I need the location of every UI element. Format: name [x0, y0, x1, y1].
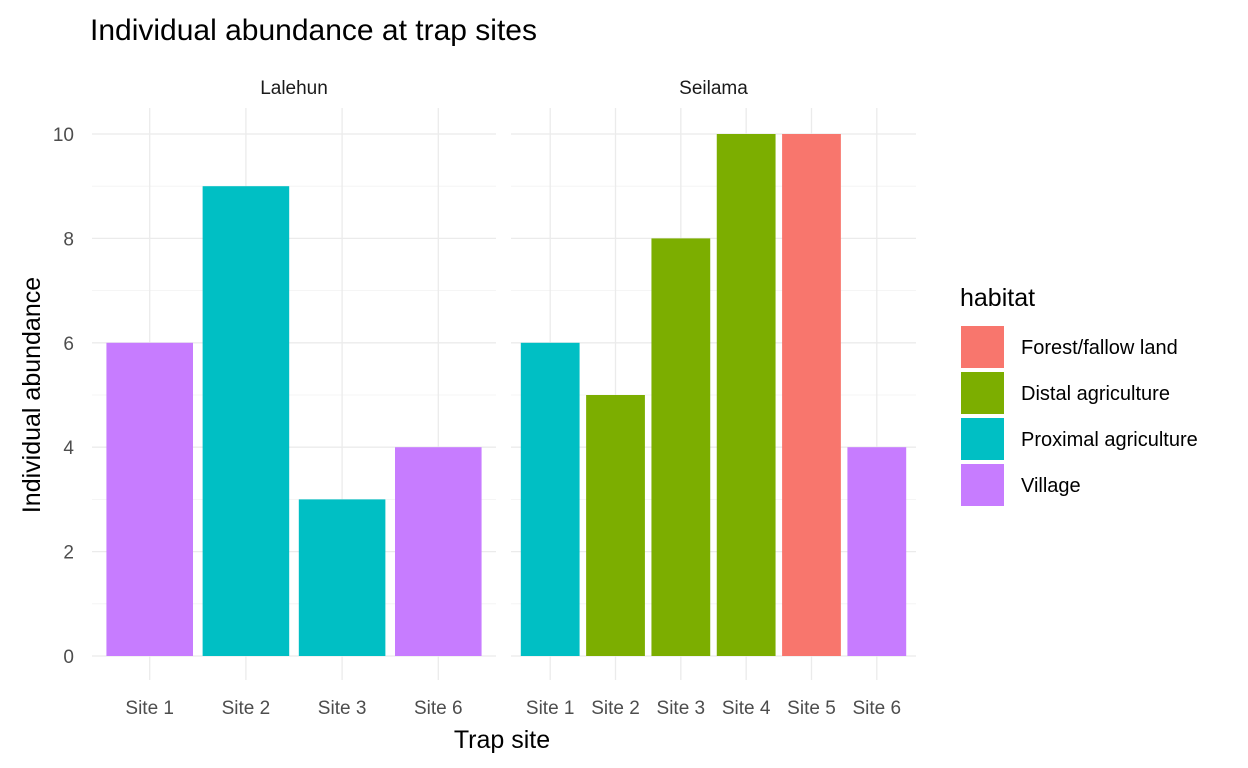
chart-title: Individual abundance at trap sites	[90, 14, 537, 47]
bar	[716, 134, 776, 656]
legend-key-swatch	[961, 464, 1004, 506]
bar	[847, 447, 907, 656]
y-tick-label: 2	[63, 543, 74, 564]
x-axis-title: Trap site	[454, 726, 550, 754]
bar	[298, 499, 386, 656]
legend-label: Proximal agriculture	[1021, 429, 1198, 451]
x-tick-label: Site 4	[722, 698, 771, 719]
x-tick-label: Site 1	[526, 698, 575, 719]
facet-label: Lalehun	[260, 78, 328, 99]
x-tick-label: Site 3	[318, 698, 367, 719]
bar	[202, 186, 290, 656]
legend-label: Distal agriculture	[1021, 383, 1170, 405]
bar	[395, 447, 482, 656]
y-tick-label: 10	[53, 125, 74, 146]
y-tick-label: 8	[63, 229, 74, 250]
x-tick-label: Site 2	[591, 698, 640, 719]
legend-key-swatch	[961, 418, 1004, 460]
bar	[782, 134, 841, 656]
bar	[520, 342, 580, 656]
x-tick-label: Site 3	[657, 698, 706, 719]
legend-label: Forest/fallow land	[1021, 337, 1178, 359]
legend-label: Village	[1021, 475, 1081, 497]
x-tick-label: Site 6	[414, 698, 463, 719]
x-tick-label: Site 5	[787, 698, 836, 719]
legend-key-swatch	[961, 326, 1004, 368]
y-axis-title: Individual abundance	[18, 277, 46, 513]
x-tick-label: Site 1	[125, 698, 174, 719]
y-tick-label: 0	[63, 647, 74, 668]
x-tick-label: Site 6	[853, 698, 902, 719]
facet-label: Seilama	[679, 78, 748, 99]
bar	[106, 342, 193, 656]
bar	[651, 238, 711, 656]
x-tick-label: Site 2	[222, 698, 271, 719]
y-tick-label: 6	[63, 334, 74, 355]
legend-key-swatch	[961, 372, 1004, 414]
y-tick-label: 4	[63, 438, 74, 459]
bar	[586, 395, 645, 656]
legend-title: habitat	[960, 284, 1035, 312]
